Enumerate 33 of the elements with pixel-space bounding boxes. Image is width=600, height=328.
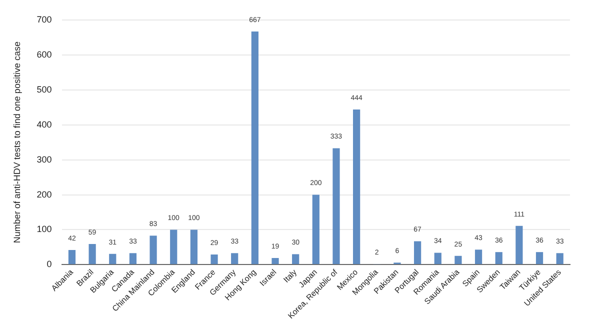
y-axis-title: Number of anti-HDV tests to find one positive case <box>12 42 22 244</box>
bar <box>312 194 320 264</box>
y-tick-label: 200 <box>36 189 52 200</box>
bar <box>210 254 218 264</box>
bar <box>251 32 258 264</box>
bar <box>516 226 523 264</box>
y-tick-label: 600 <box>36 49 52 60</box>
bar <box>454 256 462 264</box>
bar <box>272 258 279 264</box>
y-tick-label: 100 <box>36 224 52 234</box>
bar <box>68 250 76 264</box>
x-tick-label: Italy <box>282 268 299 284</box>
bar <box>129 253 137 264</box>
bar <box>170 230 178 264</box>
bar <box>353 109 360 264</box>
y-tick-label: 0 <box>46 259 52 270</box>
bar <box>332 148 340 264</box>
bar <box>231 253 238 264</box>
bar <box>150 236 157 264</box>
y-tick-label: 500 <box>36 84 52 94</box>
bar <box>495 252 502 264</box>
y-tick-label: 700 <box>36 14 52 24</box>
bar <box>474 250 482 264</box>
bar <box>190 230 198 264</box>
bar <box>88 244 96 264</box>
bar <box>556 253 564 264</box>
bar <box>536 252 544 264</box>
bar <box>109 254 116 264</box>
bar <box>414 241 422 264</box>
y-tick-label: 400 <box>36 119 52 130</box>
bar <box>292 254 300 264</box>
y-tick-label: 300 <box>36 154 52 164</box>
bar <box>434 252 442 264</box>
